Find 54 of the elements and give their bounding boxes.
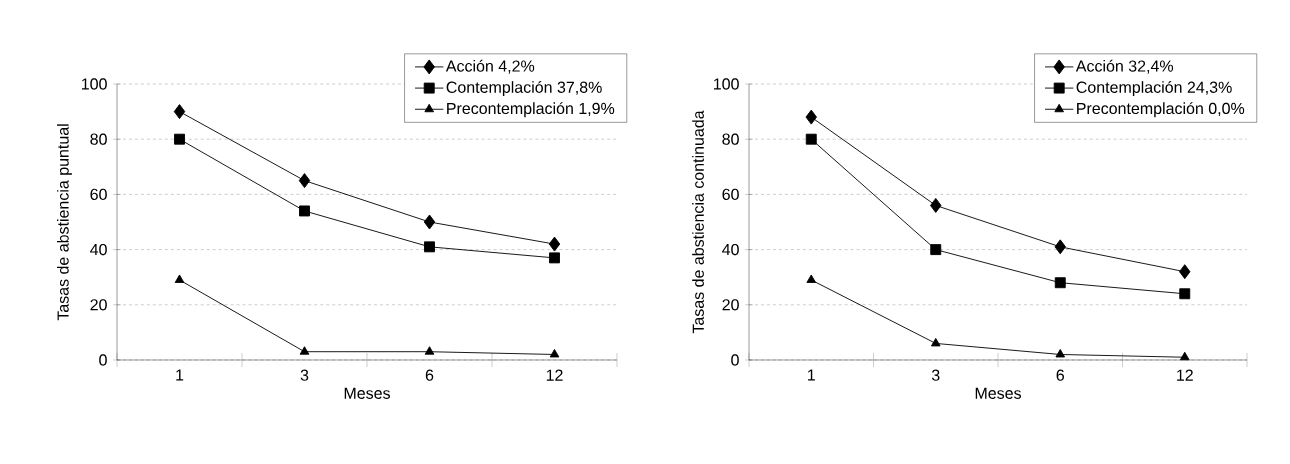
y-axis-title: Tasas de abstiencia puntual [56, 124, 72, 321]
y-tick-label: 40 [722, 243, 739, 256]
point [1055, 349, 1066, 358]
y-tick-label: 0 [99, 354, 107, 366]
legend-label: Precontemplación 0,0% [1077, 102, 1245, 118]
x-tick-label: 6 [425, 369, 434, 381]
point [174, 274, 185, 283]
y-tick-label: 60 [90, 188, 107, 201]
point [1179, 351, 1190, 361]
point [806, 274, 817, 283]
x-tick-label: 1 [176, 369, 184, 381]
x-tick-label: 6 [1056, 369, 1065, 381]
y-tick-label: 20 [722, 299, 739, 311]
x-tick-label: 12 [546, 369, 563, 381]
y-tick-label: 20 [90, 299, 107, 311]
point [299, 346, 310, 355]
point [174, 133, 185, 145]
y-tick-label: 80 [90, 133, 107, 145]
x-tick-label: 1 [808, 369, 815, 381]
legend-label: Contemplación 37,8% [446, 80, 602, 97]
legend-label: Acción 4,2% [445, 59, 535, 74]
legend-label: Contemplación 24,3% [1076, 80, 1232, 97]
point [423, 214, 436, 230]
point [549, 349, 560, 358]
point [548, 236, 561, 252]
y-axis-title: Tasas de abstiencia continuada [692, 110, 704, 334]
point [298, 173, 311, 189]
x-axis-title: Meses [975, 387, 1021, 399]
y-tick-label: 80 [722, 133, 739, 145]
point [930, 197, 942, 213]
point [930, 244, 942, 256]
point [805, 133, 817, 145]
point [1054, 277, 1066, 289]
point [1179, 264, 1191, 280]
y-tick-label: 100 [81, 78, 107, 90]
point [1179, 288, 1191, 300]
y-tick-label: 100 [714, 78, 739, 90]
point [1054, 239, 1066, 255]
y-tick-label: 40 [90, 243, 107, 256]
y-tick-label: 60 [722, 188, 739, 201]
legend-label: Acción 32,4% [1075, 59, 1174, 74]
point [173, 104, 186, 120]
point [549, 252, 560, 264]
y-tick-label: 0 [731, 354, 739, 366]
x-tick-label: 3 [931, 369, 940, 381]
point [299, 205, 310, 217]
point [424, 346, 435, 355]
x-tick-label: 12 [1177, 369, 1193, 381]
x-axis-title: Meses [344, 387, 390, 399]
x-tick-label: 3 [300, 369, 309, 381]
point [424, 241, 435, 253]
point [930, 337, 941, 347]
legend-label: Precontemplación 1,9% [447, 102, 615, 118]
point [805, 109, 817, 125]
